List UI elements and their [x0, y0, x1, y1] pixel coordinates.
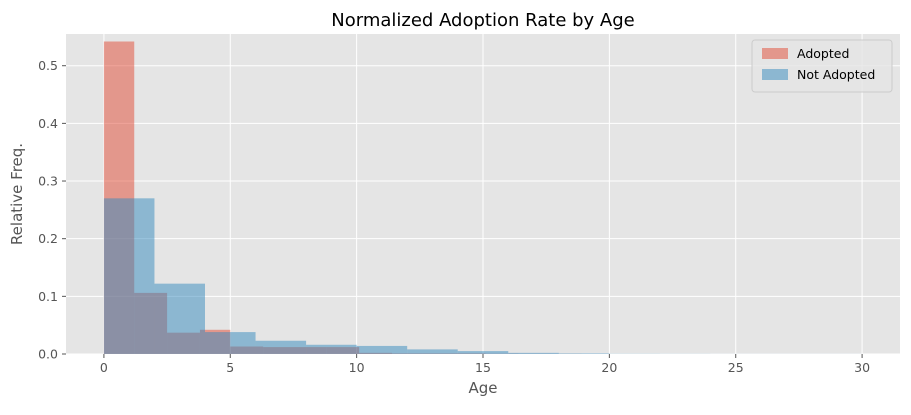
y-tick-label-3: 0.3	[38, 174, 58, 189]
x-axis-label: Age	[468, 379, 497, 397]
bar-not-adopted-8	[508, 353, 559, 354]
bar-not-adopted-3	[256, 341, 307, 354]
x-tick-label-2: 10	[349, 360, 365, 375]
y-tick-label-1: 0.1	[38, 289, 58, 304]
bar-not-adopted-1	[154, 284, 205, 354]
legend-label-0: Adopted	[797, 46, 849, 61]
bar-not-adopted-4	[306, 345, 357, 354]
y-axis-label: Relative Freq.	[8, 143, 26, 245]
legend-label-1: Not Adopted	[797, 67, 875, 82]
chart-legend: Adopted Not Adopted	[752, 40, 892, 92]
bar-not-adopted-6	[407, 349, 458, 354]
y-tick-label-2: 0.2	[38, 231, 58, 246]
y-tick-label-5: 0.5	[38, 58, 58, 73]
legend-swatch-0	[762, 48, 788, 59]
bar-not-adopted-2	[205, 332, 256, 354]
x-tick-label-1: 5	[226, 360, 234, 375]
bar-not-adopted-9	[559, 353, 610, 354]
bar-not-adopted-5	[357, 346, 408, 354]
legend-swatch-1	[762, 69, 788, 80]
bar-not-adopted-7	[458, 351, 509, 354]
y-tick-label-0: 0.0	[38, 347, 58, 362]
y-tick-label-4: 0.4	[38, 116, 58, 131]
x-tick-label-0: 0	[100, 360, 108, 375]
x-tick-label-4: 20	[601, 360, 617, 375]
x-tick-label-5: 25	[728, 360, 744, 375]
x-tick-label-3: 15	[475, 360, 491, 375]
chart-title: Normalized Adoption Rate by Age	[331, 10, 634, 31]
bar-not-adopted-0	[104, 198, 155, 354]
x-tick-label-6: 30	[854, 360, 870, 375]
